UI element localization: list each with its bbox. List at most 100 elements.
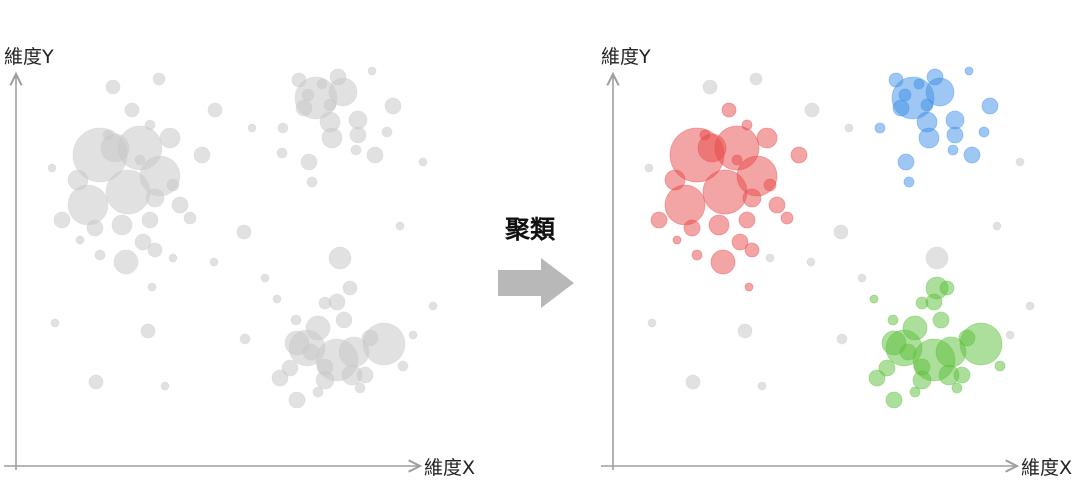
data-point-cluster_green (915, 296, 929, 310)
data-point-unclustered (318, 296, 332, 310)
right-y-axis-label: 維度Y (601, 46, 651, 68)
data-point-unclustered (418, 157, 428, 167)
right-points-layer (644, 66, 1035, 409)
data-point-outlier (806, 257, 816, 267)
data-point-unclustered (306, 176, 318, 188)
data-point-cluster_red (744, 242, 760, 258)
right-panel: 維度Y 維度X (601, 46, 1072, 479)
data-point-outlier (1005, 330, 1015, 340)
data-point-cluster_red (691, 249, 703, 261)
data-point-cluster_red (650, 211, 668, 229)
data-point-unclustered (300, 153, 318, 171)
data-point-unclustered (159, 127, 181, 149)
data-point-cluster_green (869, 294, 879, 304)
data-point-unclustered (144, 119, 156, 131)
data-point-cluster_red (702, 169, 748, 215)
data-point-unclustered (271, 369, 289, 387)
data-point-unclustered (312, 386, 324, 398)
data-point-cluster_green (868, 369, 886, 387)
data-point-cluster_green (885, 391, 903, 409)
data-point-unclustered (183, 211, 197, 225)
data-point-unclustered (113, 249, 139, 275)
data-point-unclustered (397, 360, 409, 372)
data-point-outlier (844, 123, 854, 133)
data-point-cluster_blue (918, 127, 940, 149)
left-x-axis-label: 維度X (424, 457, 475, 479)
data-point-unclustered (147, 282, 157, 292)
data-point-unclustered (290, 314, 302, 326)
data-point-unclustered (276, 147, 288, 159)
data-point-cluster_red (721, 102, 737, 118)
left-panel: 維度Y 維度X (4, 46, 475, 479)
data-point-cluster_green (902, 315, 928, 341)
transition-arrow-icon (498, 258, 574, 308)
data-point-unclustered (428, 301, 438, 311)
data-point-cluster_blue (898, 88, 912, 102)
data-point-unclustered (381, 126, 393, 138)
data-point-cluster_blue (874, 122, 886, 134)
data-point-unclustered (302, 343, 320, 361)
data-point-unclustered (281, 359, 299, 377)
data-point-unclustered (102, 129, 114, 141)
data-point-unclustered (395, 221, 405, 231)
data-point-cluster_red (742, 188, 762, 208)
data-point-unclustered (100, 133, 130, 163)
data-point-cluster_red (744, 282, 754, 292)
data-point-outlier (833, 224, 849, 240)
data-point-unclustered (236, 224, 252, 240)
data-point-cluster_red (768, 196, 786, 214)
data-point-cluster_blue (946, 126, 964, 144)
data-point-cluster_green (881, 330, 907, 356)
data-point-unclustered (152, 72, 166, 86)
data-point-cluster_blue (888, 72, 904, 88)
data-point-outlier (925, 246, 949, 270)
data-point-unclustered (329, 68, 347, 86)
data-point-unclustered (134, 233, 152, 251)
data-point-unclustered (171, 196, 189, 214)
data-point-unclustered (247, 123, 257, 133)
data-point-outlier (685, 374, 701, 390)
data-point-cluster_blue (978, 126, 990, 138)
data-point-cluster_green (878, 359, 896, 377)
transition-label: 聚類 (504, 215, 556, 244)
data-point-unclustered (335, 311, 353, 329)
data-point-cluster_green (951, 382, 963, 394)
data-point-unclustered (160, 381, 170, 391)
data-point-outlier (647, 318, 657, 328)
data-point-unclustered (88, 374, 104, 390)
data-point-cluster_blue (897, 153, 915, 171)
data-point-outlier (644, 163, 654, 173)
data-point-unclustered (321, 127, 343, 149)
data-point-outlier (757, 381, 767, 391)
data-point-cluster_blue (981, 97, 999, 115)
data-point-unclustered (166, 178, 180, 192)
data-point-cluster_red (683, 219, 701, 237)
data-point-cluster_red (741, 119, 753, 131)
data-point-unclustered (145, 188, 165, 208)
data-point-unclustered (94, 249, 106, 261)
data-point-unclustered (67, 169, 89, 191)
right-x-axis-label: 維度X (1021, 457, 1072, 479)
data-point-outlier (804, 102, 820, 118)
data-point-unclustered (291, 72, 307, 88)
data-point-unclustered (209, 257, 219, 267)
data-point-unclustered (67, 184, 109, 226)
data-point-unclustered (349, 126, 367, 144)
data-point-cluster_red (731, 233, 749, 251)
data-point-unclustered (288, 391, 306, 409)
data-point-outlier (1015, 157, 1025, 167)
data-point-unclustered (328, 246, 352, 270)
data-point-cluster_red (664, 184, 706, 226)
data-point-unclustered (323, 98, 337, 112)
data-point-cluster_red (756, 127, 778, 149)
data-point-cluster_red (672, 235, 682, 245)
data-point-cluster_red (708, 214, 730, 236)
data-point-cluster_red (790, 146, 808, 164)
data-point-outlier (857, 273, 867, 283)
data-point-unclustered (356, 366, 374, 384)
data-point-unclustered (141, 211, 159, 229)
data-point-cluster_green (913, 358, 931, 376)
data-point-cluster_red (699, 129, 711, 141)
data-point-outlier (992, 221, 1002, 231)
data-point-unclustered (53, 211, 71, 229)
